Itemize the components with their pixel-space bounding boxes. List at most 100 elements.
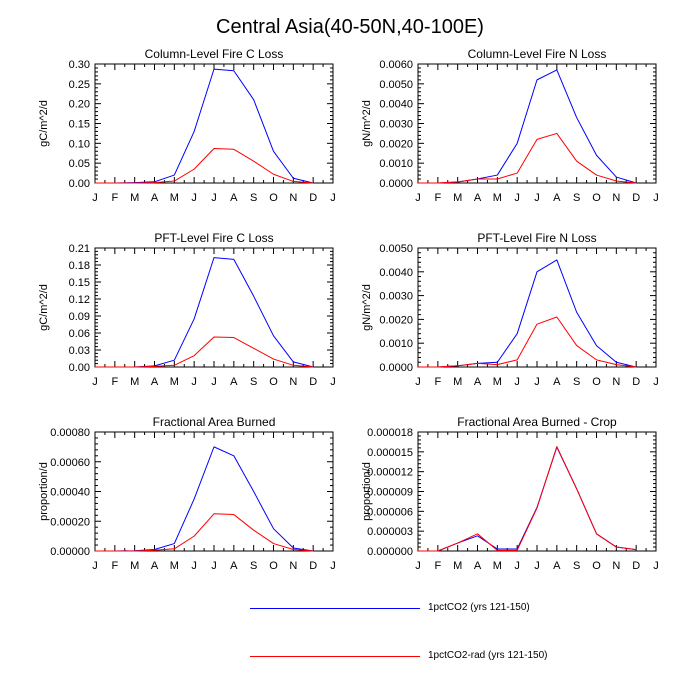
- x-tick-label: J: [534, 376, 540, 388]
- y-tick-label: 0.000006: [367, 506, 413, 518]
- x-tick-label: J: [415, 560, 421, 572]
- x-tick-label: M: [493, 376, 502, 388]
- x-tick-label: F: [434, 560, 441, 572]
- panel-title: Fractional Area Burned - Crop: [457, 415, 617, 429]
- legend-line-1pctco2: [250, 608, 420, 609]
- x-tick-label: O: [592, 192, 601, 204]
- chart-panel-6: Fractional Area Burned - Crop proportion/…: [361, 415, 659, 572]
- x-tick-label: M: [170, 560, 179, 572]
- x-tick-label: A: [553, 192, 561, 204]
- series-line-1pctco2: [418, 69, 637, 184]
- plot-frame: [94, 431, 334, 552]
- x-tick-label: A: [553, 376, 561, 388]
- plot-frame: [417, 431, 657, 552]
- x-tick-label: O: [269, 376, 278, 388]
- x-tick-label: J: [191, 560, 197, 572]
- y-tick-label: 0.00080: [50, 427, 90, 439]
- panel-title: Fractional Area Burned: [153, 415, 276, 429]
- x-tick-label: A: [230, 376, 238, 388]
- y-tick-label: 0.0010: [379, 338, 413, 350]
- x-tick-label: F: [434, 192, 441, 204]
- x-tick-label: J: [653, 376, 659, 388]
- x-tick-label: O: [592, 560, 601, 572]
- series-line-1pctco2: [95, 257, 314, 368]
- plot-frame: [417, 247, 657, 368]
- x-tick-label: M: [130, 560, 139, 572]
- x-tick-label: J: [92, 376, 98, 388]
- x-tick-label: A: [230, 560, 238, 572]
- x-tick-label: S: [250, 560, 257, 572]
- x-tick-label: A: [474, 192, 482, 204]
- y-tick-label: 0.0050: [379, 79, 413, 91]
- x-tick-label: M: [170, 192, 179, 204]
- x-tick-label: S: [573, 192, 580, 204]
- x-tick-label: M: [130, 376, 139, 388]
- x-tick-label: N: [612, 192, 620, 204]
- y-tick-label: 0.0000: [379, 362, 413, 374]
- legend-line-1pctco2-rad: [250, 656, 420, 657]
- panel-title: PFT-Level Fire C Loss: [154, 231, 273, 245]
- x-tick-label: F: [111, 192, 118, 204]
- series-line-1pctco2-rad: [418, 316, 637, 368]
- y-axis-label: proportion/d: [361, 462, 373, 521]
- y-tick-label: 0.0020: [379, 314, 413, 326]
- x-tick-label: N: [289, 376, 297, 388]
- x-tick-label: J: [330, 560, 336, 572]
- x-tick-label: M: [453, 376, 462, 388]
- x-tick-label: J: [330, 376, 336, 388]
- x-tick-label: J: [191, 376, 197, 388]
- x-tick-label: J: [211, 376, 217, 388]
- y-tick-label: 0.000009: [367, 487, 413, 499]
- y-tick-label: 0.00060: [50, 457, 90, 469]
- y-tick-label: 0.000012: [367, 467, 413, 479]
- series-line-1pctco2-rad: [95, 513, 314, 552]
- x-tick-label: J: [534, 560, 540, 572]
- x-tick-label: M: [453, 192, 462, 204]
- x-tick-label: J: [330, 192, 336, 204]
- x-tick-label: A: [553, 560, 561, 572]
- x-tick-label: J: [415, 376, 421, 388]
- y-tick-label: 0.05: [69, 158, 90, 170]
- y-tick-label: 0.21: [69, 243, 90, 255]
- legend-label-1pctco2-rad: 1pctCO2-rad (yrs 121-150): [428, 650, 548, 661]
- plot-frame: [417, 63, 657, 184]
- x-tick-label: N: [289, 192, 297, 204]
- x-tick-label: D: [309, 376, 317, 388]
- y-tick-label: 0.0010: [379, 158, 413, 170]
- x-tick-label: J: [191, 192, 197, 204]
- x-tick-label: J: [211, 560, 217, 572]
- y-tick-label: 0.09: [69, 311, 90, 323]
- x-tick-label: S: [250, 376, 257, 388]
- y-tick-label: 0.25: [69, 79, 90, 91]
- series-line-1pctco2: [95, 446, 314, 552]
- y-tick-label: 0.00040: [50, 487, 90, 499]
- y-tick-label: 0.000018: [367, 427, 413, 439]
- y-tick-label: 0.000015: [367, 447, 413, 459]
- series-line-1pctco2-rad: [418, 446, 637, 552]
- x-tick-label: S: [573, 560, 580, 572]
- x-tick-label: J: [514, 560, 520, 572]
- x-tick-label: J: [514, 192, 520, 204]
- panel-title: Column-Level Fire C Loss: [145, 47, 284, 61]
- x-tick-label: M: [493, 192, 502, 204]
- series-line-1pctco2: [95, 68, 314, 184]
- y-tick-label: 0.12: [69, 294, 90, 306]
- x-tick-label: J: [415, 192, 421, 204]
- y-tick-label: 0.0040: [379, 267, 413, 279]
- x-tick-label: D: [309, 560, 317, 572]
- series-line-1pctco2: [418, 446, 637, 552]
- plot-frame: [94, 63, 334, 184]
- y-tick-label: 0.06: [69, 328, 90, 340]
- y-tick-label: 0.00: [69, 362, 90, 374]
- x-tick-label: M: [170, 376, 179, 388]
- x-tick-label: M: [453, 560, 462, 572]
- x-tick-label: J: [92, 560, 98, 572]
- y-tick-label: 0.15: [69, 277, 90, 289]
- y-tick-label: 0.03: [69, 345, 90, 357]
- x-tick-label: A: [151, 376, 159, 388]
